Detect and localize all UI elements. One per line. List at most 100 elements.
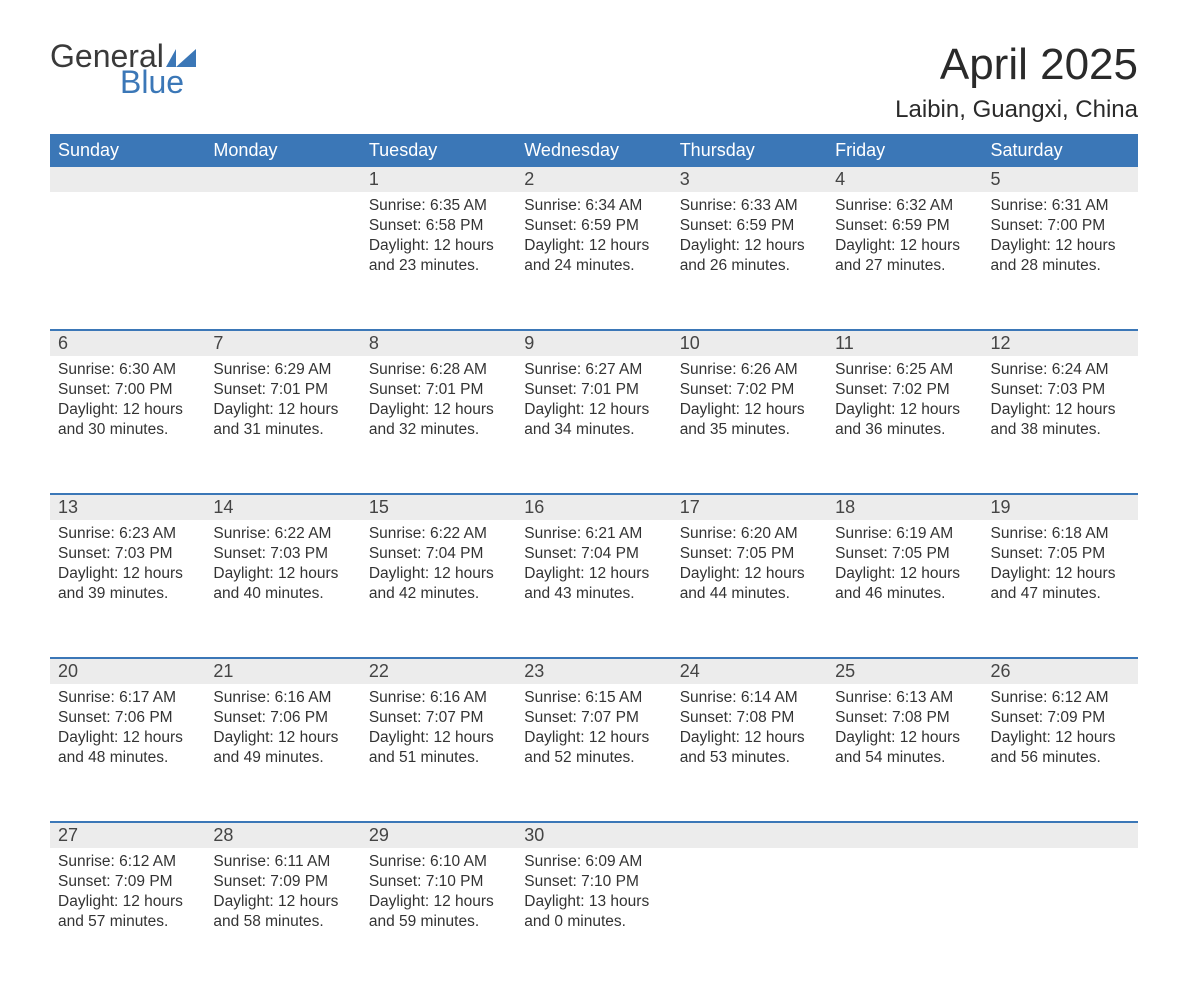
sunrise-text: Sunrise: 6:13 AM [835, 688, 974, 708]
day-detail-cell: Sunrise: 6:17 AMSunset: 7:06 PMDaylight:… [50, 684, 205, 822]
daylight-text: Daylight: 12 hours and 59 minutes. [369, 892, 508, 932]
day-number-cell: 28 [205, 822, 360, 848]
day-detail-cell: Sunrise: 6:14 AMSunset: 7:08 PMDaylight:… [672, 684, 827, 822]
daylight-text: Daylight: 12 hours and 42 minutes. [369, 564, 508, 604]
day-number-cell: 29 [361, 822, 516, 848]
daylight-text: Daylight: 12 hours and 24 minutes. [524, 236, 663, 276]
weekday-header: Sunday [50, 134, 205, 167]
day-number-row: 20212223242526 [50, 658, 1138, 684]
sunset-text: Sunset: 7:02 PM [680, 380, 819, 400]
day-detail-cell: Sunrise: 6:12 AMSunset: 7:09 PMDaylight:… [50, 848, 205, 986]
weekday-header-row: SundayMondayTuesdayWednesdayThursdayFrid… [50, 134, 1138, 167]
day-number-cell [983, 822, 1138, 848]
day-detail-cell: Sunrise: 6:18 AMSunset: 7:05 PMDaylight:… [983, 520, 1138, 658]
sunset-text: Sunset: 7:00 PM [991, 216, 1130, 236]
daylight-text: Daylight: 12 hours and 26 minutes. [680, 236, 819, 276]
daylight-text: Daylight: 12 hours and 48 minutes. [58, 728, 197, 768]
day-detail-cell: Sunrise: 6:10 AMSunset: 7:10 PMDaylight:… [361, 848, 516, 986]
daylight-text: Daylight: 12 hours and 35 minutes. [680, 400, 819, 440]
day-detail-cell: Sunrise: 6:13 AMSunset: 7:08 PMDaylight:… [827, 684, 982, 822]
sunrise-text: Sunrise: 6:32 AM [835, 196, 974, 216]
sunrise-text: Sunrise: 6:14 AM [680, 688, 819, 708]
day-number-cell: 21 [205, 658, 360, 684]
day-detail-cell: Sunrise: 6:22 AMSunset: 7:04 PMDaylight:… [361, 520, 516, 658]
sunset-text: Sunset: 7:10 PM [369, 872, 508, 892]
day-number-cell: 27 [50, 822, 205, 848]
sunset-text: Sunset: 7:05 PM [991, 544, 1130, 564]
daylight-text: Daylight: 12 hours and 49 minutes. [213, 728, 352, 768]
logo-text-blue: Blue [120, 66, 196, 98]
daylight-text: Daylight: 12 hours and 43 minutes. [524, 564, 663, 604]
daylight-text: Daylight: 12 hours and 52 minutes. [524, 728, 663, 768]
sunrise-text: Sunrise: 6:12 AM [58, 852, 197, 872]
day-detail-row: Sunrise: 6:12 AM Sunset: 7:09 PM Daylight:… [50, 848, 1138, 986]
title-block: April 2025 Laibin, Guangxi, China [895, 40, 1138, 124]
sunrise-text: Sunrise: 6:18 AM [991, 524, 1130, 544]
day-detail-cell: Sunrise: 6:19 AMSunset: 7:05 PMDaylight:… [827, 520, 982, 658]
sunrise-text: Sunrise: 6:26 AM [680, 360, 819, 380]
day-number-cell: 7 [205, 330, 360, 356]
day-detail-cell: Sunrise: 6:09 AMSunset: 7:10 PMDaylight:… [516, 848, 671, 986]
sunset-text: Sunset: 7:08 PM [835, 708, 974, 728]
day-number-cell: 16 [516, 494, 671, 520]
sunrise-text: Sunrise: 6:22 AM [369, 524, 508, 544]
sunrise-text: Sunrise: 6:16 AM [369, 688, 508, 708]
sunrise-text: Sunrise: 6:11 AM [213, 852, 352, 872]
sunrise-text: Sunrise: 6:15 AM [524, 688, 663, 708]
day-detail-cell: Sunrise: 6:33 AMSunset: 6:59 PMDaylight:… [672, 192, 827, 330]
sunset-text: Sunset: 7:03 PM [991, 380, 1130, 400]
day-detail-cell: Sunrise: 6:23 AMSunset: 7:03 PMDaylight:… [50, 520, 205, 658]
location: Laibin, Guangxi, China [895, 96, 1138, 124]
sunset-text: Sunset: 7:05 PM [835, 544, 974, 564]
sunset-text: Sunset: 7:01 PM [369, 380, 508, 400]
sunset-text: Sunset: 6:59 PM [680, 216, 819, 236]
sunset-text: Sunset: 7:04 PM [524, 544, 663, 564]
sunset-text: Sunset: 7:01 PM [524, 380, 663, 400]
day-detail-cell: Sunrise: 6:32 AMSunset: 6:59 PMDaylight:… [827, 192, 982, 330]
daylight-text: Daylight: 12 hours and 31 minutes. [213, 400, 352, 440]
daylight-text: Daylight: 12 hours and 53 minutes. [680, 728, 819, 768]
day-number-row: 13141516171819 [50, 494, 1138, 520]
weekday-header: Saturday [983, 134, 1138, 167]
sunrise-text: Sunrise: 6:34 AM [524, 196, 663, 216]
day-detail-cell [50, 192, 205, 330]
daylight-text: Daylight: 12 hours and 44 minutes. [680, 564, 819, 604]
day-number-cell: 24 [672, 658, 827, 684]
day-number-cell: 14 [205, 494, 360, 520]
sunrise-text: Sunrise: 6:17 AM [58, 688, 197, 708]
sunrise-text: Sunrise: 6:28 AM [369, 360, 508, 380]
day-detail-cell: Sunrise: 6:30 AMSunset: 7:00 PMDaylight:… [50, 356, 205, 494]
calendar-table: SundayMondayTuesdayWednesdayThursdayFrid… [50, 134, 1138, 986]
day-number-cell [827, 822, 982, 848]
sunset-text: Sunset: 7:08 PM [680, 708, 819, 728]
daylight-text: Daylight: 12 hours and 56 minutes. [991, 728, 1130, 768]
logo: General Blue [50, 40, 196, 98]
daylight-text: Daylight: 12 hours and 28 minutes. [991, 236, 1130, 276]
sunset-text: Sunset: 7:04 PM [369, 544, 508, 564]
day-number-row: 27282930 [50, 822, 1138, 848]
sunrise-text: Sunrise: 6:10 AM [369, 852, 508, 872]
sunrise-text: Sunrise: 6:24 AM [991, 360, 1130, 380]
sunset-text: Sunset: 7:06 PM [58, 708, 197, 728]
day-detail-row: Sunrise: 6:17 AMSunset: 7:06 PMDaylight:… [50, 684, 1138, 822]
day-number-cell: 15 [361, 494, 516, 520]
daylight-text: Daylight: 13 hours and 0 minutes. [524, 892, 663, 932]
sunset-text: Sunset: 7:07 PM [369, 708, 508, 728]
sunset-text: Sunset: 7:09 PM [213, 872, 352, 892]
weekday-header: Monday [205, 134, 360, 167]
day-detail-cell: Sunrise: 6:22 AMSunset: 7:03 PMDaylight:… [205, 520, 360, 658]
daylight-text: Daylight: 12 hours and 23 minutes. [369, 236, 508, 276]
day-detail-cell: Sunrise: 6:25 AMSunset: 7:02 PMDaylight:… [827, 356, 982, 494]
day-number-cell: 6 [50, 330, 205, 356]
header: General Blue April 2025 Laibin, Guangxi,… [50, 40, 1138, 124]
daylight-text: Daylight: 12 hours and 34 minutes. [524, 400, 663, 440]
day-number-cell: 3 [672, 167, 827, 192]
sunrise-text: Sunrise: 6:25 AM [835, 360, 974, 380]
day-number-row: 6789101112 [50, 330, 1138, 356]
day-number-cell: 20 [50, 658, 205, 684]
sunrise-text: Sunrise: 6:30 AM [58, 360, 197, 380]
day-detail-cell [983, 848, 1138, 986]
sunset-text: Sunset: 7:01 PM [213, 380, 352, 400]
sunset-text: Sunset: 7:07 PM [524, 708, 663, 728]
day-number-cell: 12 [983, 330, 1138, 356]
